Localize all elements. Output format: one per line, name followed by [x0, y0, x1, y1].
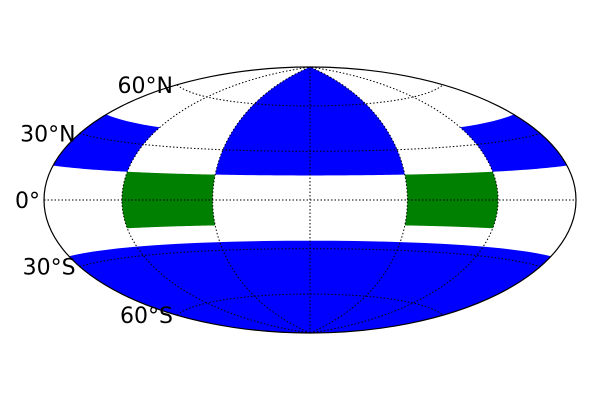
latitude-label: 0° [15, 189, 40, 214]
region-north-cap-center [215, 67, 405, 176]
graticule [44, 67, 576, 333]
map-boundary [43, 66, 577, 334]
region-north-band-right [460, 114, 567, 172]
latitude-label: 30°S [23, 256, 76, 281]
parallel-line [79, 133, 541, 152]
meridian-line [309, 67, 408, 333]
meridian-line [309, 67, 499, 333]
latitude-label: 60°N [118, 74, 173, 99]
meridian-line [212, 67, 311, 333]
latitude-label: 60°S [120, 304, 173, 329]
latitude-labels: 60°N 30°N 0° 30°S 60°S [15, 74, 173, 329]
region-north-band-left [53, 114, 160, 172]
region-green-left [121, 171, 216, 229]
latitude-label: 30°N [20, 123, 75, 148]
parallel-line [176, 293, 444, 316]
meridian-line [121, 67, 311, 333]
